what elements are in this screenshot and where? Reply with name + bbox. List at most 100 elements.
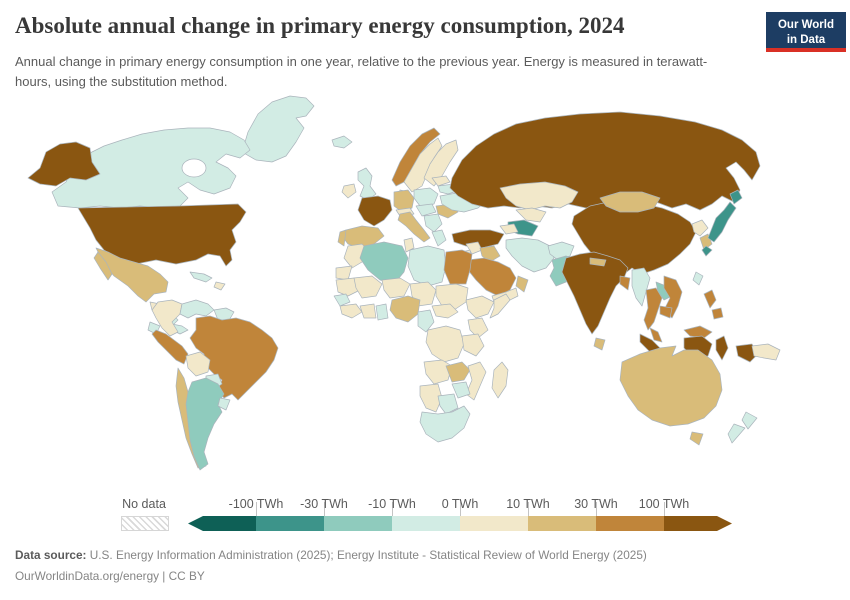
legend-tick-label: 10 TWh xyxy=(506,497,550,511)
country-nigeria[interactable] xyxy=(389,295,421,323)
country-bolivia[interactable] xyxy=(185,351,211,377)
legend-no-data-swatch[interactable] xyxy=(121,516,169,531)
country-libya[interactable] xyxy=(407,245,447,287)
country-greenland[interactable] xyxy=(241,95,315,163)
country-thailand[interactable] xyxy=(643,287,663,331)
country-uk[interactable] xyxy=(357,167,377,201)
country-iran[interactable] xyxy=(505,237,555,273)
country-japan[interactable] xyxy=(701,189,743,257)
country-philippines[interactable] xyxy=(703,289,724,320)
country-australia[interactable] xyxy=(619,345,723,427)
country-zimbabwe[interactable] xyxy=(451,381,471,399)
country-norway[interactable] xyxy=(391,127,441,187)
country-nepal[interactable] xyxy=(589,257,607,267)
country-caucasus[interactable] xyxy=(499,223,519,235)
country-zambia[interactable] xyxy=(445,361,471,383)
legend-tick xyxy=(528,502,529,516)
country-uzbekistan[interactable] xyxy=(515,207,547,223)
country-france[interactable] xyxy=(357,195,393,227)
country-iceland[interactable] xyxy=(331,135,353,149)
country-baltics[interactable] xyxy=(431,175,451,187)
country-sudan[interactable] xyxy=(435,283,469,311)
country-angola[interactable] xyxy=(423,359,453,385)
country-kazakhstan[interactable] xyxy=(499,181,579,211)
country-senegal[interactable] xyxy=(333,293,351,307)
legend-bin-0[interactable] xyxy=(188,516,256,531)
country-cuba[interactable] xyxy=(189,271,213,283)
country-cameroon[interactable] xyxy=(417,309,435,333)
country-poland[interactable] xyxy=(413,187,439,207)
country-turkey[interactable] xyxy=(451,229,505,249)
country-ethiopia[interactable] xyxy=(465,295,495,319)
footer-license-line[interactable]: OurWorldinData.org/energy | CC BY xyxy=(15,566,647,587)
country-tanzania[interactable] xyxy=(461,333,485,357)
country-tasmania[interactable] xyxy=(689,431,704,446)
country-new-zealand[interactable] xyxy=(727,411,758,444)
country-cambodia[interactable] xyxy=(659,305,673,319)
country-oman[interactable] xyxy=(515,275,529,293)
legend-tick xyxy=(664,502,665,516)
country-ireland[interactable] xyxy=(341,183,357,199)
country-afghanistan[interactable] xyxy=(547,241,575,261)
country-alaska[interactable] xyxy=(27,141,101,187)
legend-tick-label: -10 TWh xyxy=(368,497,416,511)
country-sweden[interactable] xyxy=(403,137,443,193)
country-usa[interactable] xyxy=(77,203,247,267)
country-central-europe[interactable] xyxy=(415,203,437,217)
country-colombia[interactable] xyxy=(151,299,183,337)
legend-bin-7[interactable] xyxy=(664,516,732,531)
legend-bin-6[interactable] xyxy=(596,516,664,531)
country-botswana[interactable] xyxy=(437,393,459,415)
country-malaysia[interactable] xyxy=(649,325,713,343)
owid-logo[interactable]: Our World in Data xyxy=(766,12,846,52)
legend-bin-1[interactable] xyxy=(256,516,324,531)
country-ivory-coast[interactable] xyxy=(359,303,377,319)
country-mongolia[interactable] xyxy=(599,191,661,213)
country-mauritania[interactable] xyxy=(335,277,361,297)
country-russia[interactable] xyxy=(449,111,761,211)
country-niger[interactable] xyxy=(381,277,411,299)
country-germany[interactable] xyxy=(393,189,415,213)
country-egypt[interactable] xyxy=(443,249,473,285)
country-brazil[interactable] xyxy=(189,315,279,401)
country-mozambique[interactable] xyxy=(465,361,487,401)
country-greece[interactable] xyxy=(431,229,447,247)
country-somalia[interactable] xyxy=(489,293,511,319)
country-tunisia[interactable] xyxy=(403,237,415,253)
country-kenya[interactable] xyxy=(467,317,489,339)
legend-bar: -100 TWh -30 TWh -10 TWh 0 TWh 10 TWh 30 TWh 1… xyxy=(188,497,732,531)
country-uruguay[interactable] xyxy=(217,397,231,411)
legend-bin-2[interactable] xyxy=(324,516,392,531)
country-argentina[interactable] xyxy=(185,377,225,471)
country-mali[interactable] xyxy=(353,275,383,299)
country-hispaniola[interactable] xyxy=(213,281,226,291)
country-sri-lanka[interactable] xyxy=(593,337,606,351)
country-ghana[interactable] xyxy=(375,303,389,321)
country-italy[interactable] xyxy=(397,211,431,243)
country-drc[interactable] xyxy=(425,325,465,363)
country-baja[interactable] xyxy=(93,251,113,281)
page-title: Absolute annual change in primary energy… xyxy=(15,13,625,38)
country-mexico[interactable] xyxy=(95,247,169,303)
country-madagascar[interactable] xyxy=(491,361,509,399)
legend-bin-3[interactable] xyxy=(392,516,460,531)
legend-bin-4[interactable] xyxy=(460,516,528,531)
country-western-sahara[interactable] xyxy=(335,265,353,281)
country-central-african-republic[interactable] xyxy=(431,303,459,319)
legend-tick-label: 30 TWh xyxy=(574,497,618,511)
country-bangladesh[interactable] xyxy=(619,275,631,291)
country-venezuela[interactable] xyxy=(179,299,215,319)
country-taiwan[interactable] xyxy=(692,271,704,286)
country-papua-new-guinea[interactable] xyxy=(751,343,781,361)
country-saudi-arabia[interactable] xyxy=(467,257,517,297)
country-namibia[interactable] xyxy=(419,383,443,413)
country-peru[interactable] xyxy=(151,329,189,365)
country-india[interactable] xyxy=(561,251,629,335)
country-balkans[interactable] xyxy=(423,213,443,233)
country-myanmar[interactable] xyxy=(631,267,651,307)
legend-bin-5[interactable] xyxy=(528,516,596,531)
country-portugal[interactable] xyxy=(337,229,347,247)
country-south-africa[interactable] xyxy=(419,405,471,443)
country-north-korea[interactable] xyxy=(691,219,709,237)
country-guinea[interactable] xyxy=(339,303,363,319)
